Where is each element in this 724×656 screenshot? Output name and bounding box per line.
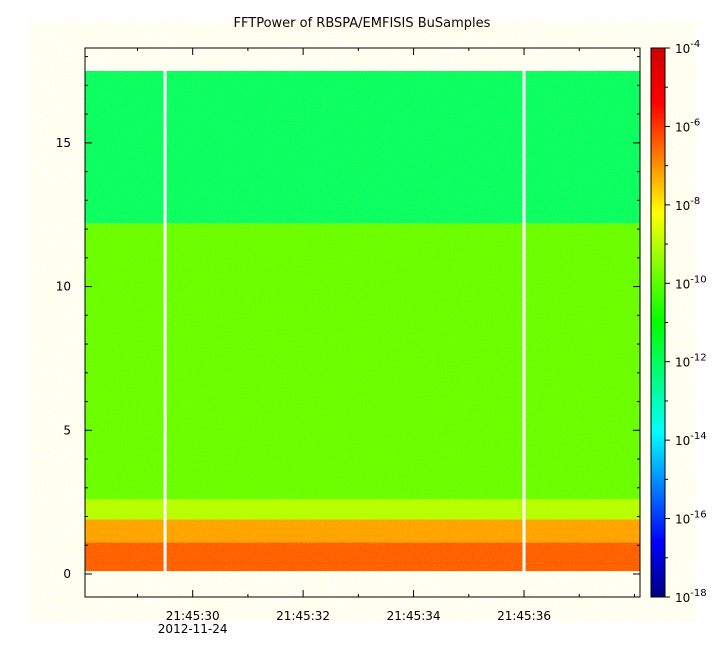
colorbar: 10-4 10-6 10-8 10-10 10-12 10-14 10-16 10-18 bbox=[650, 39, 707, 605]
y-tick-label-2: 10 bbox=[56, 280, 71, 294]
colorbar-tick-label-2: 10-8 bbox=[675, 196, 700, 213]
x-tick-label-2: 21:45:34 bbox=[387, 609, 441, 623]
chart-title: FFTPower of RBSPA/EMFISIS BuSamples bbox=[233, 16, 491, 31]
x-date-label: 2012-11-24 bbox=[158, 622, 228, 636]
y-tick-label-0: 0 bbox=[63, 567, 71, 581]
data-gap-0 bbox=[163, 70, 167, 572]
data-gap-1 bbox=[522, 70, 526, 572]
axes: 0 5 10 15 21:45:30 21:45:32 21:45:34 21:45:36 20… bbox=[56, 47, 641, 636]
colorbar-tick-label-5: 10-14 bbox=[675, 431, 707, 448]
spectrogram-noise bbox=[85, 70, 640, 572]
x-tick-label-0: 21:45:30 bbox=[166, 609, 220, 623]
x-tick-label-1: 21:45:32 bbox=[276, 609, 330, 623]
colorbar-tick-label-4: 10-12 bbox=[675, 353, 707, 370]
y-tick-label-1: 5 bbox=[63, 423, 71, 437]
colorbar-tick-label-1: 10-6 bbox=[675, 117, 700, 134]
x-tick-label-3: 21:45:36 bbox=[497, 609, 551, 623]
colorbar-bar bbox=[650, 47, 666, 598]
colorbar-tick-label-3: 10-10 bbox=[675, 274, 707, 291]
colorbar-tick-label-0: 10-4 bbox=[675, 39, 700, 56]
plot-frame bbox=[84, 47, 641, 598]
colorbar-tick-label-6: 10-16 bbox=[675, 510, 707, 527]
plot-area bbox=[85, 70, 640, 572]
y-tick-label-3: 15 bbox=[56, 136, 71, 150]
colorbar-tick-label-7: 10-18 bbox=[675, 588, 707, 605]
